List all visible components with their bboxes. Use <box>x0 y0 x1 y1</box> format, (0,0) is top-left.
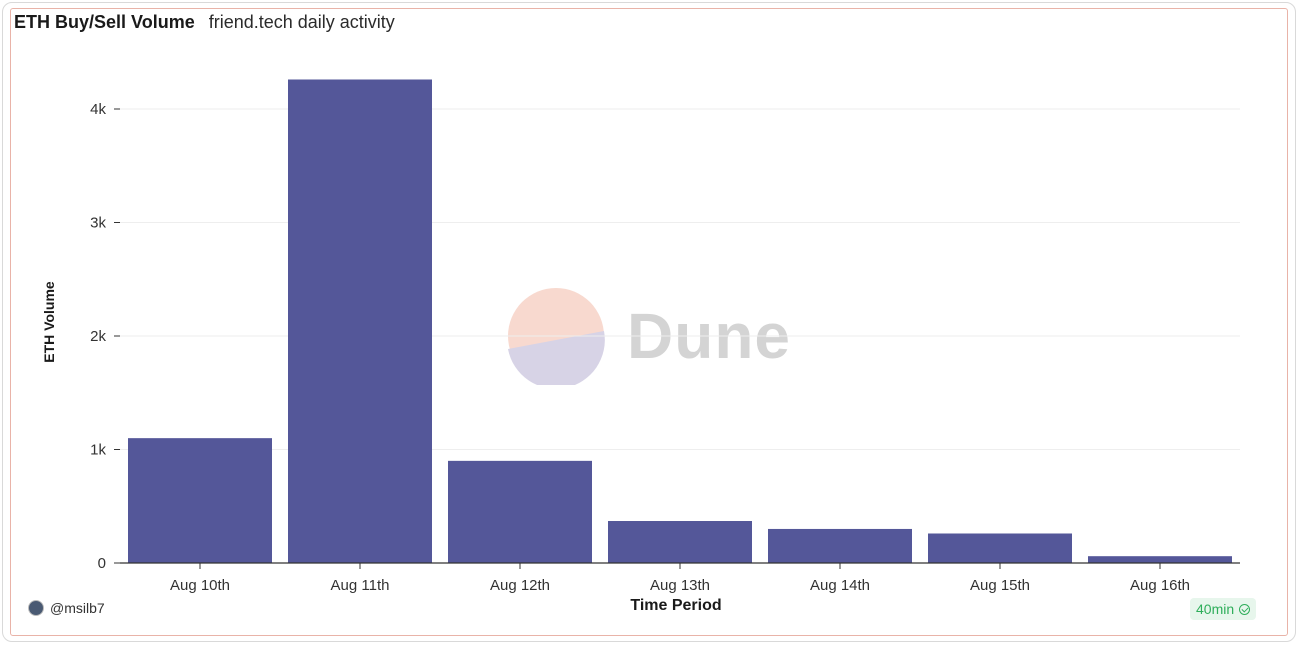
author-credit[interactable]: @msilb7 <box>28 600 105 616</box>
x-tick-label: Aug 16th <box>1130 577 1190 594</box>
bar-aug-15th[interactable] <box>928 533 1072 563</box>
chart-header: ETH Buy/Sell Volume friend.tech daily ac… <box>14 12 395 33</box>
bars <box>128 79 1232 564</box>
avatar <box>28 600 44 616</box>
bar-aug-16th[interactable] <box>1088 556 1232 563</box>
y-tick-label: 1k <box>90 442 106 459</box>
bar-aug-10th[interactable] <box>128 438 272 563</box>
refresh-badge[interactable]: 40min <box>1190 598 1257 620</box>
x-tick-label: Aug 13th <box>650 577 710 594</box>
chart-subtitle: friend.tech daily activity <box>208 12 395 32</box>
bar-aug-11th[interactable] <box>288 79 432 564</box>
bar-aug-14th[interactable] <box>768 528 912 563</box>
refresh-time: 40min <box>1196 601 1235 617</box>
y-tick-label: 0 <box>98 555 106 572</box>
y-axis-ticks: 0 1k 2k 3k 4k <box>90 101 120 572</box>
x-tick-label: Aug 11th <box>331 577 390 594</box>
bar-aug-13th[interactable] <box>608 521 752 563</box>
x-axis-label: Time Period <box>630 597 721 614</box>
x-tick-label: Aug 12th <box>490 577 550 594</box>
y-tick-label: 3k <box>90 215 106 232</box>
x-tick-label: Aug 14th <box>810 577 870 594</box>
y-axis-label: ETH Volume <box>41 281 57 363</box>
y-tick-label: 2k <box>90 328 106 345</box>
chart-title: ETH Buy/Sell Volume <box>14 12 195 32</box>
x-axis-ticks: Aug 10th Aug 11th Aug 12th Aug 13th Aug 14th… <box>170 563 1190 594</box>
author-handle[interactable]: @msilb7 <box>50 600 105 616</box>
bar-aug-12th[interactable] <box>448 460 592 563</box>
x-tick-label: Aug 10th <box>170 577 230 594</box>
check-circle-icon <box>1239 603 1251 615</box>
x-tick-label: Aug 15th <box>970 577 1030 594</box>
y-tick-label: 4k <box>90 101 106 118</box>
